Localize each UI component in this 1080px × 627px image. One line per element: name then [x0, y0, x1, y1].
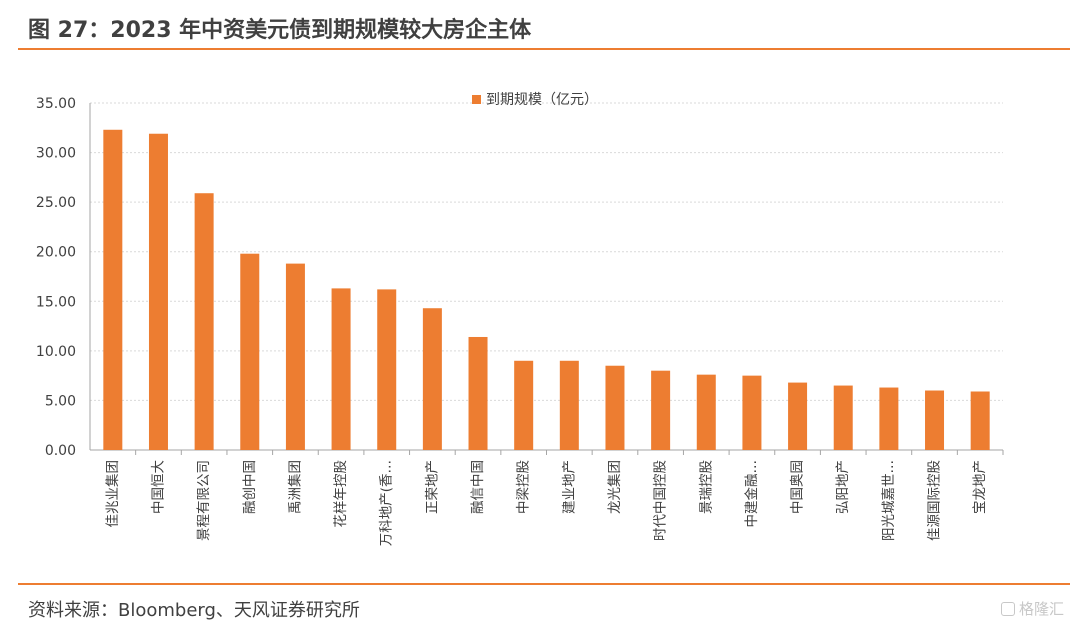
- bar: [468, 336, 488, 450]
- x-tick-label: 中建金融…: [744, 460, 760, 528]
- legend-swatch: [472, 95, 481, 104]
- x-tick-label: 万科地产(香…: [379, 460, 395, 546]
- bar: [331, 288, 351, 450]
- bar: [879, 387, 899, 450]
- bar: [148, 133, 168, 450]
- x-tick-label: 弘阳地产: [835, 460, 851, 514]
- x-tick-label: 龙光集团: [607, 460, 623, 514]
- watermark-logo-icon: [1000, 601, 1015, 616]
- x-tick-label: 融创中国: [242, 460, 258, 514]
- y-tick-label: 25.00: [36, 195, 76, 211]
- legend: 到期规模（亿元）: [472, 92, 598, 108]
- bar: [925, 390, 945, 450]
- bar: [240, 253, 260, 450]
- x-tick-label: 景瑞控股: [698, 460, 714, 514]
- category-labels: 佳兆业集团 中国恒大 景程有限公司 融创中国 禹洲集团 花样年控股 万科地产(香… 正荣地产 融…: [105, 460, 988, 547]
- x-tick-label: 宝龙地产: [972, 460, 988, 514]
- x-tick-label: 禹洲集团: [287, 460, 303, 514]
- title-rule: [18, 48, 1070, 50]
- bar-chart: 0.00 5.00 10.00 15.00 20.00 25.00 30.00 35.00 佳…: [36, 92, 1004, 547]
- bar: [696, 374, 716, 450]
- bar: [514, 360, 534, 450]
- bar: [103, 129, 123, 451]
- bar: [377, 289, 397, 450]
- x-tick-label: 佳源国际控股: [927, 460, 943, 541]
- x-tick-label: 正荣地产: [424, 460, 440, 514]
- y-tick-label: 5.00: [45, 393, 76, 409]
- y-tick-label: 15.00: [36, 294, 76, 310]
- bar: [788, 382, 808, 450]
- bar: [285, 263, 305, 450]
- legend-label: 到期规模（亿元）: [486, 92, 598, 108]
- bars: [103, 129, 990, 451]
- x-tick-label: 建业地产: [561, 460, 577, 514]
- y-tick-label: 0.00: [45, 443, 76, 459]
- source-note: 资料来源：Bloomberg、天风证券研究所: [28, 600, 360, 621]
- bar: [970, 391, 990, 450]
- y-tick-label: 10.00: [36, 344, 76, 360]
- bar: [742, 375, 762, 450]
- y-tick-label: 35.00: [36, 96, 76, 112]
- x-tick-label: 阳光城嘉世…: [881, 460, 897, 541]
- x-tick-label: 中梁控股: [516, 460, 532, 514]
- y-tick-label: 20.00: [36, 245, 76, 261]
- x-tick-label: 中国奥园: [789, 460, 806, 514]
- x-tick-label: 花样年控股: [333, 460, 349, 528]
- x-tick-label: 融信中国: [470, 460, 486, 514]
- grid-lines: [90, 102, 1003, 401]
- x-tick-label: 景程有限公司: [196, 460, 212, 541]
- watermark-text: 格隆汇: [1018, 600, 1064, 618]
- bar: [605, 365, 625, 450]
- figure-title: 图 27：2023 年中资美元债到期规模较大房企主体: [28, 18, 532, 43]
- bar: [422, 308, 442, 450]
- watermark: 格隆汇: [1000, 598, 1064, 619]
- y-tick-label: 30.00: [36, 146, 76, 162]
- source-rule: [18, 583, 1070, 585]
- x-tick-label: 中国恒大: [150, 460, 166, 514]
- bar: [651, 370, 671, 450]
- bar: [559, 360, 579, 450]
- x-tick-label: 佳兆业集团: [105, 460, 121, 528]
- bar: [194, 193, 214, 450]
- x-tick-label: 时代中国控股: [653, 460, 669, 541]
- bar: [833, 385, 853, 450]
